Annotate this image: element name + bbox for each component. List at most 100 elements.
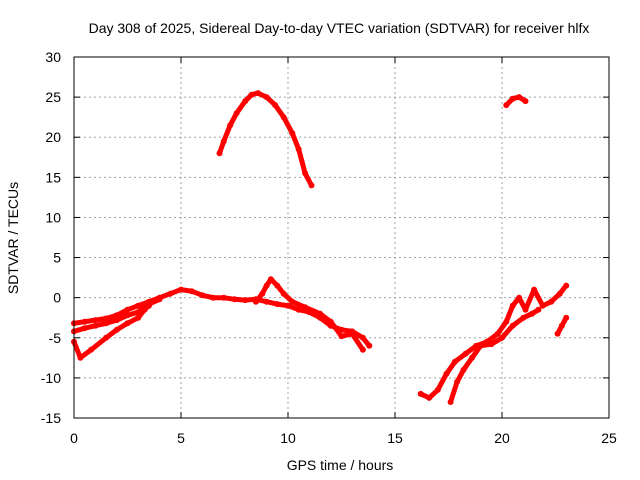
data-point <box>522 306 529 313</box>
data-point <box>516 94 523 101</box>
x-tick-label: 0 <box>70 430 78 446</box>
data-point <box>509 302 516 309</box>
data-point <box>103 315 110 322</box>
data-point <box>124 320 131 327</box>
data-point <box>289 130 296 137</box>
y-tick-label: 30 <box>45 49 61 65</box>
data-point <box>113 317 120 324</box>
data-point <box>539 302 546 309</box>
data-point <box>233 110 240 117</box>
data-point <box>554 330 561 337</box>
data-point <box>447 399 454 405</box>
data-point <box>503 318 510 325</box>
plot-frame <box>73 56 610 419</box>
x-axis-label: GPS time / hours <box>287 457 394 473</box>
data-point <box>227 122 234 129</box>
y-axis-label: SDTVAR / TECUs <box>5 182 21 294</box>
data-point <box>263 282 270 289</box>
data-point <box>210 294 217 301</box>
data-point <box>308 182 315 189</box>
x-tick-label: 15 <box>387 430 403 446</box>
data-point <box>135 314 142 321</box>
data-point <box>242 98 249 105</box>
data-point <box>289 298 296 305</box>
data-point <box>263 298 270 305</box>
axis-ticks <box>73 56 610 419</box>
data-point <box>558 322 565 329</box>
data-point <box>556 290 563 297</box>
data-point <box>327 318 334 325</box>
data-point <box>135 302 142 309</box>
y-tick-label: -15 <box>41 410 61 426</box>
data-point <box>317 310 324 317</box>
data-point <box>295 146 302 153</box>
data-point <box>462 350 469 357</box>
x-tick-label: 25 <box>601 430 617 446</box>
data-point <box>488 341 495 348</box>
data-point <box>548 298 555 305</box>
data-point <box>274 282 281 289</box>
data-point <box>259 290 266 297</box>
data-point <box>272 102 279 109</box>
data-point <box>359 346 366 353</box>
data-point <box>338 333 345 340</box>
data-point <box>88 346 95 353</box>
x-tick-label: 20 <box>494 430 510 446</box>
data-point <box>124 306 131 313</box>
data-point <box>248 91 255 98</box>
data-point <box>81 325 88 332</box>
data-point <box>167 290 174 297</box>
data-point <box>274 301 281 308</box>
data-point <box>242 297 249 304</box>
data-point <box>460 366 467 373</box>
data-point <box>178 286 184 293</box>
data-point <box>454 378 461 385</box>
data-point <box>263 94 270 101</box>
data-point <box>443 370 450 377</box>
y-tick-label: -10 <box>41 370 61 386</box>
plot-series <box>71 90 570 405</box>
data-point <box>434 386 441 393</box>
grid <box>74 57 609 418</box>
data-point <box>535 306 542 313</box>
y-tick-labels: -15 -10 -5 0 5 10 15 20 25 30 <box>41 49 61 426</box>
data-point <box>145 301 152 308</box>
data-point <box>103 334 110 341</box>
data-point <box>451 358 458 365</box>
data-point <box>199 292 206 299</box>
data-point <box>520 314 527 321</box>
data-point <box>280 290 287 297</box>
data-point <box>499 334 505 341</box>
y-tick-label: 0 <box>53 290 61 306</box>
data-point <box>255 90 261 97</box>
data-point <box>509 95 516 102</box>
data-point <box>295 306 302 313</box>
data-point <box>302 170 309 177</box>
data-point <box>349 330 356 337</box>
data-point <box>359 334 366 341</box>
data-point <box>220 294 227 301</box>
data-point <box>188 288 195 295</box>
data-point <box>302 304 309 311</box>
data-point <box>469 354 475 361</box>
data-point <box>426 394 433 401</box>
data-point <box>563 282 570 289</box>
data-point <box>156 296 163 303</box>
data-point <box>417 390 424 397</box>
data-point <box>529 310 535 317</box>
data-point <box>280 114 287 121</box>
data-point <box>531 286 538 293</box>
data-point <box>366 342 373 349</box>
data-point <box>516 294 523 301</box>
y-tick-label: 5 <box>53 250 61 266</box>
data-point <box>92 317 99 324</box>
y-tick-label: -5 <box>49 330 62 346</box>
data-point <box>216 150 223 157</box>
data-point <box>252 298 259 305</box>
y-tick-label: 10 <box>45 209 61 225</box>
y-tick-label: 25 <box>45 89 61 105</box>
y-tick-label: 20 <box>45 129 61 145</box>
data-point <box>477 342 484 349</box>
data-point <box>267 276 274 283</box>
